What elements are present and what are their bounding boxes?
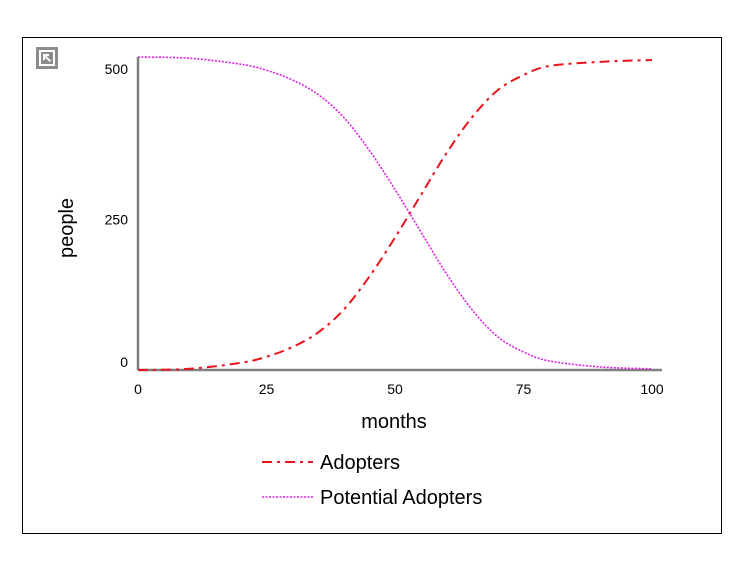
series-line-adopters: [137, 59, 653, 371]
series-line-potential-adopters: [137, 56, 653, 370]
legend-label: Adopters: [320, 452, 400, 474]
axes: [136, 57, 662, 372]
y-axis-label: people: [56, 198, 78, 258]
legend: Adopters Potential Adopters: [262, 452, 482, 509]
y-tick-label: 0: [120, 354, 128, 370]
x-tick-label: 100: [640, 381, 664, 397]
y-tick-label: 500: [105, 61, 129, 77]
series-layer: [137, 56, 653, 371]
y-tick-label: 250: [105, 212, 129, 228]
legend-label: Potential Adopters: [320, 487, 482, 509]
x-axis-label: months: [361, 411, 427, 433]
expand-button[interactable]: [36, 47, 58, 69]
x-tick-label: 25: [259, 381, 275, 397]
tick-labels: 0 25 50 75 100 0 250 500: [105, 61, 664, 397]
x-tick-label: 50: [387, 381, 403, 397]
x-tick-label: 0: [134, 381, 142, 397]
x-tick-label: 75: [516, 381, 532, 397]
expand-arrow-icon: [36, 47, 58, 69]
